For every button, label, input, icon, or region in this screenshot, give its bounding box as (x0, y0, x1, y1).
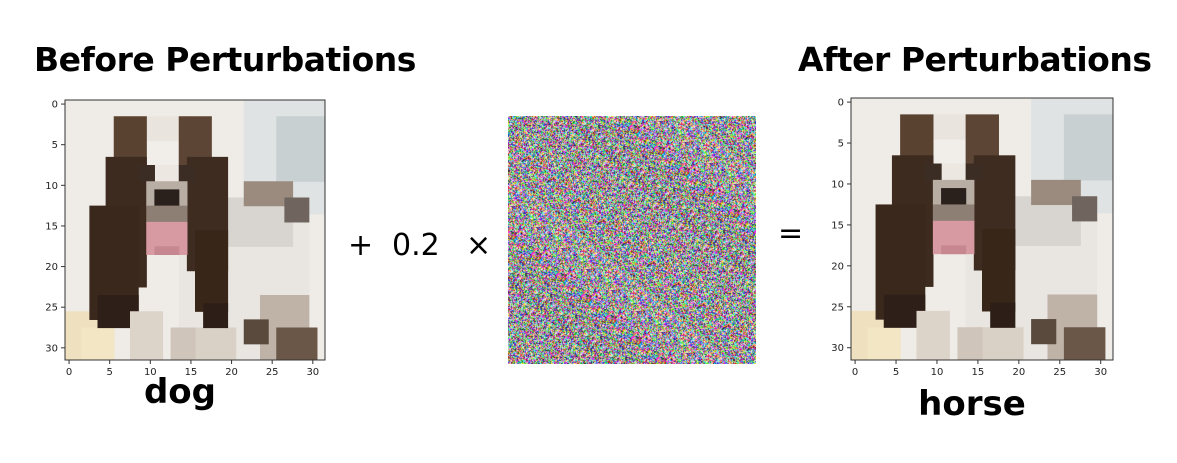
before-x-tick-label: 5 (107, 367, 113, 378)
before-x-tick-label: 30 (306, 367, 319, 378)
after-y-tick-label: 20 (831, 261, 844, 272)
after-y-tick-label: 10 (831, 179, 844, 190)
after-x-tick-label: 0 (852, 367, 858, 378)
noise-image (508, 116, 756, 368)
before-title: Before Perturbations (34, 40, 416, 79)
dog-image (65, 100, 325, 360)
before-x-tick-label: 15 (185, 367, 198, 378)
after-x-tick-label: 10 (931, 367, 944, 378)
after-image-plot: 0 0 5 5 10 10 15 15 20 20 25 25 30 30 (826, 90, 1126, 384)
before-y-tick-label: 0 (52, 100, 58, 111)
after-x-tick-label: 20 (1012, 367, 1025, 378)
after-y-tick-label: 15 (831, 220, 844, 231)
coefficient: 0.2 (392, 228, 440, 263)
before-x-tick-label: 10 (144, 367, 157, 378)
after-y-tick-label: 5 (838, 139, 844, 150)
before-x-tick-label: 25 (266, 367, 279, 378)
before-y-tick-label: 30 (45, 343, 58, 354)
before-y-tick-label: 10 (45, 181, 58, 192)
before-y-tick-label: 5 (52, 140, 58, 151)
before-x-tick-label: 0 (66, 367, 72, 378)
after-y-tick-label: 0 (838, 98, 844, 109)
after-y-tick-label: 25 (831, 302, 844, 313)
equals-sign: = (778, 216, 804, 251)
after-x-tick-label: 30 (1094, 367, 1107, 378)
before-label: dog (143, 372, 217, 412)
before-image-axes: 0 0 5 5 10 10 15 15 20 20 25 25 30 30 (45, 99, 326, 378)
after-x-tick-label: 25 (1053, 367, 1066, 378)
after-label: horse (918, 384, 1026, 424)
after-image-axes: 0 0 5 5 10 10 15 15 20 20 25 25 30 30 (831, 97, 1114, 378)
plus-sign: + (348, 228, 374, 263)
noise-pattern (508, 116, 756, 364)
after-x-tick-label: 5 (893, 367, 899, 378)
before-y-tick-label: 25 (45, 303, 58, 314)
before-y-tick-label: 15 (45, 221, 58, 232)
before-y-tick-label: 20 (45, 262, 58, 273)
after-x-tick-label: 15 (972, 367, 985, 378)
before-image-plot: 0 0 5 5 10 10 15 15 20 20 25 25 30 30 (40, 92, 340, 386)
after-y-tick-label: 30 (831, 343, 844, 354)
after-title: After Perturbations (798, 40, 1152, 79)
times-sign: × (466, 228, 492, 263)
before-x-tick-label: 20 (225, 367, 238, 378)
perturbed-dog-image (851, 98, 1113, 360)
